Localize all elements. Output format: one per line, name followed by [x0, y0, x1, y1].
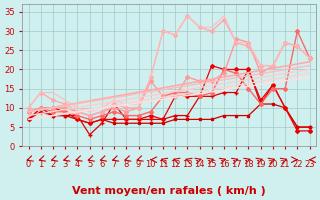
- X-axis label: Vent moyen/en rafales ( km/h ): Vent moyen/en rafales ( km/h ): [72, 186, 266, 196]
